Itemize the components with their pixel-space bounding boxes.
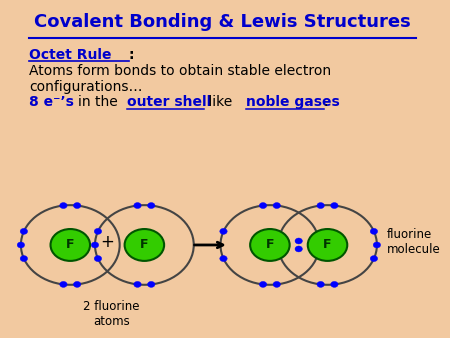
Circle shape [134,202,141,209]
Circle shape [73,282,81,287]
Text: F: F [66,239,75,251]
Circle shape [220,228,227,234]
Circle shape [17,242,25,248]
Text: noble gases: noble gases [247,95,340,109]
Text: .: . [324,95,328,109]
Circle shape [220,256,227,262]
Text: Octet Rule: Octet Rule [29,48,112,62]
Circle shape [331,202,338,209]
Text: +: + [100,233,114,251]
Circle shape [148,282,155,287]
Circle shape [91,242,99,248]
Circle shape [317,202,324,209]
Circle shape [148,202,155,209]
Circle shape [73,202,81,209]
Circle shape [373,242,381,248]
Circle shape [370,256,378,262]
Circle shape [134,282,141,287]
Circle shape [273,202,280,209]
Circle shape [295,246,302,252]
Text: 8 e⁻’s: 8 e⁻’s [29,95,79,109]
Circle shape [259,282,267,287]
Text: Covalent Bonding & Lewis Structures: Covalent Bonding & Lewis Structures [34,13,411,31]
Circle shape [317,282,324,287]
Circle shape [60,282,67,287]
Circle shape [20,228,27,234]
Circle shape [94,228,102,234]
Text: fluorine
molecule: fluorine molecule [387,228,441,256]
Text: outer shell: outer shell [127,95,212,109]
Text: in the: in the [78,95,122,109]
Text: F: F [266,239,274,251]
Circle shape [273,282,280,287]
Circle shape [60,202,67,209]
Text: :: : [129,48,134,62]
Circle shape [295,238,302,244]
Circle shape [308,229,347,261]
Circle shape [94,256,102,262]
Circle shape [250,229,290,261]
Text: F: F [140,239,148,251]
Circle shape [331,282,338,287]
Circle shape [50,229,90,261]
Circle shape [259,202,267,209]
Text: configurations…: configurations… [29,80,143,94]
Text: F: F [323,239,332,251]
Text: like: like [204,95,237,109]
Circle shape [370,228,378,234]
Text: 2 fluorine
atoms: 2 fluorine atoms [83,300,140,328]
Circle shape [125,229,164,261]
Circle shape [20,256,27,262]
Text: Atoms form bonds to obtain stable electron: Atoms form bonds to obtain stable electr… [29,64,331,78]
